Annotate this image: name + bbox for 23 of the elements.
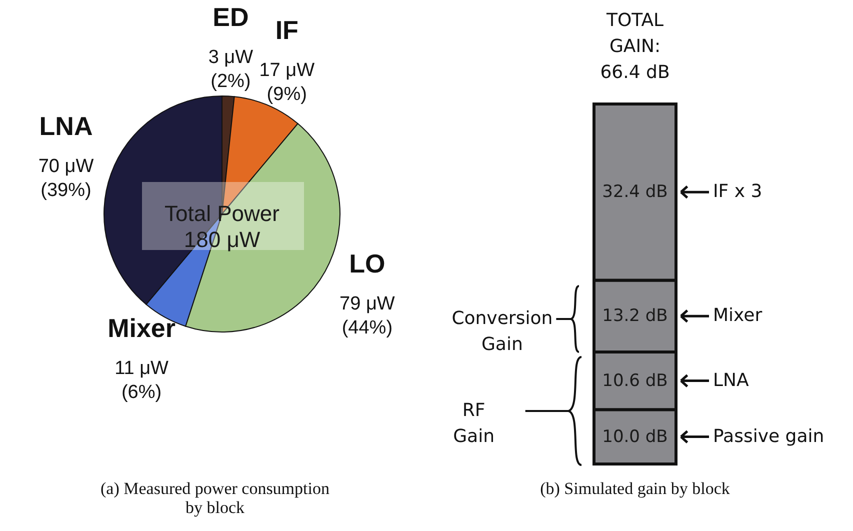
slice-label: IF (275, 15, 298, 46)
legend-label: LNA (713, 370, 750, 391)
legend-label: Mixer (713, 305, 763, 326)
slice-label: ED (212, 2, 249, 32)
text: (a) Measured power consumption by block (100, 479, 330, 517)
text: Conversion Gain (452, 308, 553, 355)
data-label: 70 μW (39%) (38, 156, 94, 202)
legend-label: IF x 3 (713, 181, 762, 202)
data-label: 32.4 dB (602, 182, 668, 202)
data-label: 13.2 dB (602, 306, 668, 326)
data-label: 10.0 dB (602, 426, 668, 447)
data-label: 79 μW (44%) (340, 293, 395, 338)
slice-label: LNA (39, 111, 93, 142)
text: RF Gain (453, 400, 494, 447)
legend-label: Passive gain (713, 426, 824, 447)
data-label: 17 μW (9%) (259, 60, 315, 106)
data-label: 11 μW (6%) (114, 358, 169, 404)
data-label: 10.6 dB (602, 370, 668, 391)
total-label: TOTAL GAIN: 66.4 dB (600, 10, 670, 83)
data-label: 3 μW (2%) (208, 47, 254, 92)
slice-label: Mixer (108, 313, 176, 344)
text: (b) Simulated gain by block (540, 479, 730, 498)
slice-label: LO (349, 248, 386, 278)
